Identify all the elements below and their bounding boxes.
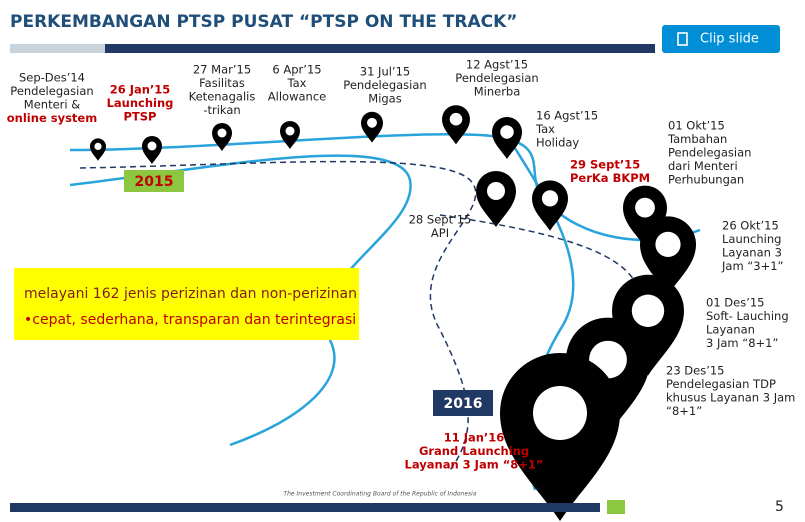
milestone-line: 6 Apr’15 (272, 63, 321, 77)
milestone-line: Holiday (536, 136, 579, 150)
milestone-line: Jam “3+1” (721, 259, 783, 273)
title: PERKEMBANGAN PTSP PUSAT “PTSP ON THE TRA… (10, 12, 517, 32)
milestone-line: Tax (287, 76, 307, 90)
milestone-line: Soft- Lauching (706, 309, 789, 323)
footer-square (607, 500, 625, 514)
footer-bar (10, 503, 600, 512)
pin-hole (286, 127, 295, 136)
milestone-line: Tambahan (667, 132, 727, 146)
header-bar (10, 44, 105, 53)
year-label: 2015 (135, 174, 174, 190)
milestone-line: PTSP (124, 110, 157, 124)
pin-hole (218, 129, 227, 138)
milestone-line: 23 Des’15 (666, 364, 725, 378)
milestone-line: Pendelegasian (455, 71, 538, 85)
pin-hole (487, 182, 505, 200)
milestone-line: “8+1” (666, 404, 702, 418)
milestone-line: 31 Jul’15 (360, 65, 410, 79)
milestone-line: PerKa BKPM (570, 171, 650, 185)
milestone-line: Layanan 3 (722, 246, 782, 260)
pin-hole (500, 125, 514, 139)
box-line: melayani 162 jenis perizinan dan non-per… (24, 286, 357, 302)
milestone-line: Ketenagalis (189, 90, 256, 104)
milestone-line: dari Menteri (668, 159, 738, 173)
milestone-line: 01 Des’15 (706, 296, 765, 310)
pin-hole (635, 198, 655, 218)
milestone-line: Pendelegasian TDP (666, 377, 776, 391)
milestone-line: Menteri & (24, 98, 80, 112)
pin-hole (450, 113, 463, 126)
milestone-line: Perhubungan (668, 173, 744, 187)
pin-hole (632, 295, 664, 327)
footer-org: The Investment Coordinating Board of the… (283, 491, 476, 498)
milestone-line: Pendelegasian (10, 84, 93, 98)
milestone-line: Fasilitas (199, 76, 245, 90)
milestone-line: 3 Jam “8+1” (706, 336, 778, 350)
milestone-line: Pendelegasian (668, 146, 751, 160)
milestone-line: Allowance (268, 90, 326, 104)
milestone-line: 26 Okt’15 (722, 219, 779, 233)
milestone-line: 29 Sept’15 (570, 158, 640, 172)
pin-hole (367, 118, 377, 128)
page-number: 5 (775, 499, 784, 515)
milestone-line: 27 Mar’15 (193, 63, 251, 77)
milestone-line: 12 Agst’15 (466, 58, 528, 72)
milestone-line: Launching (107, 96, 174, 110)
pin-hole (542, 190, 558, 206)
milestone-line: Grand Launching (419, 444, 529, 458)
milestone-line: Migas (368, 92, 401, 106)
pin-hole (94, 143, 101, 150)
slide: PERKEMBANGAN PTSP PUSAT “PTSP ON THE TRA… (0, 0, 805, 522)
header-bar (105, 44, 655, 53)
milestone-line: online system (7, 111, 97, 125)
milestone-line: 16 Agst’15 (536, 109, 598, 123)
milestone-line: Layanan (706, 323, 755, 337)
milestone-line: 11 Jan’16 (444, 431, 505, 445)
pin-hole (148, 142, 157, 151)
milestone-line: API (431, 226, 449, 240)
box-line: •cepat, sederhana, transparan dan terint… (24, 312, 356, 328)
milestone-line: Sep-Des’14 (19, 71, 85, 85)
pin-hole (655, 232, 680, 257)
milestone-line: Layanan 3 Jam “8+1” (405, 458, 544, 472)
milestone-line: 01 Okt’15 (668, 119, 725, 133)
milestone-line: Tax (535, 122, 555, 136)
pin-hole (533, 386, 587, 440)
milestone-line: -trikan (203, 103, 240, 117)
milestone-line: 26 Jan’15 (110, 83, 171, 97)
milestone-line: khusus Layanan 3 Jam (666, 391, 795, 405)
milestone-line: Minerba (474, 85, 521, 99)
clip-label[interactable]: Clip slide (700, 32, 759, 47)
highlight-box (14, 268, 359, 340)
milestone-line: Pendelegasian (343, 78, 426, 92)
year-label: 2016 (444, 396, 483, 412)
milestone-line: 28 Sept’15 (409, 213, 472, 227)
milestone-line: Launching (722, 232, 781, 246)
clip-button[interactable]: Clip slide (662, 25, 780, 53)
